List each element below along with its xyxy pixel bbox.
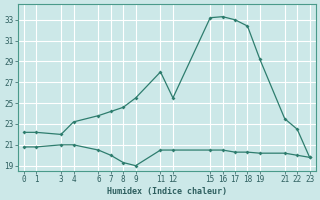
X-axis label: Humidex (Indice chaleur): Humidex (Indice chaleur): [107, 187, 227, 196]
